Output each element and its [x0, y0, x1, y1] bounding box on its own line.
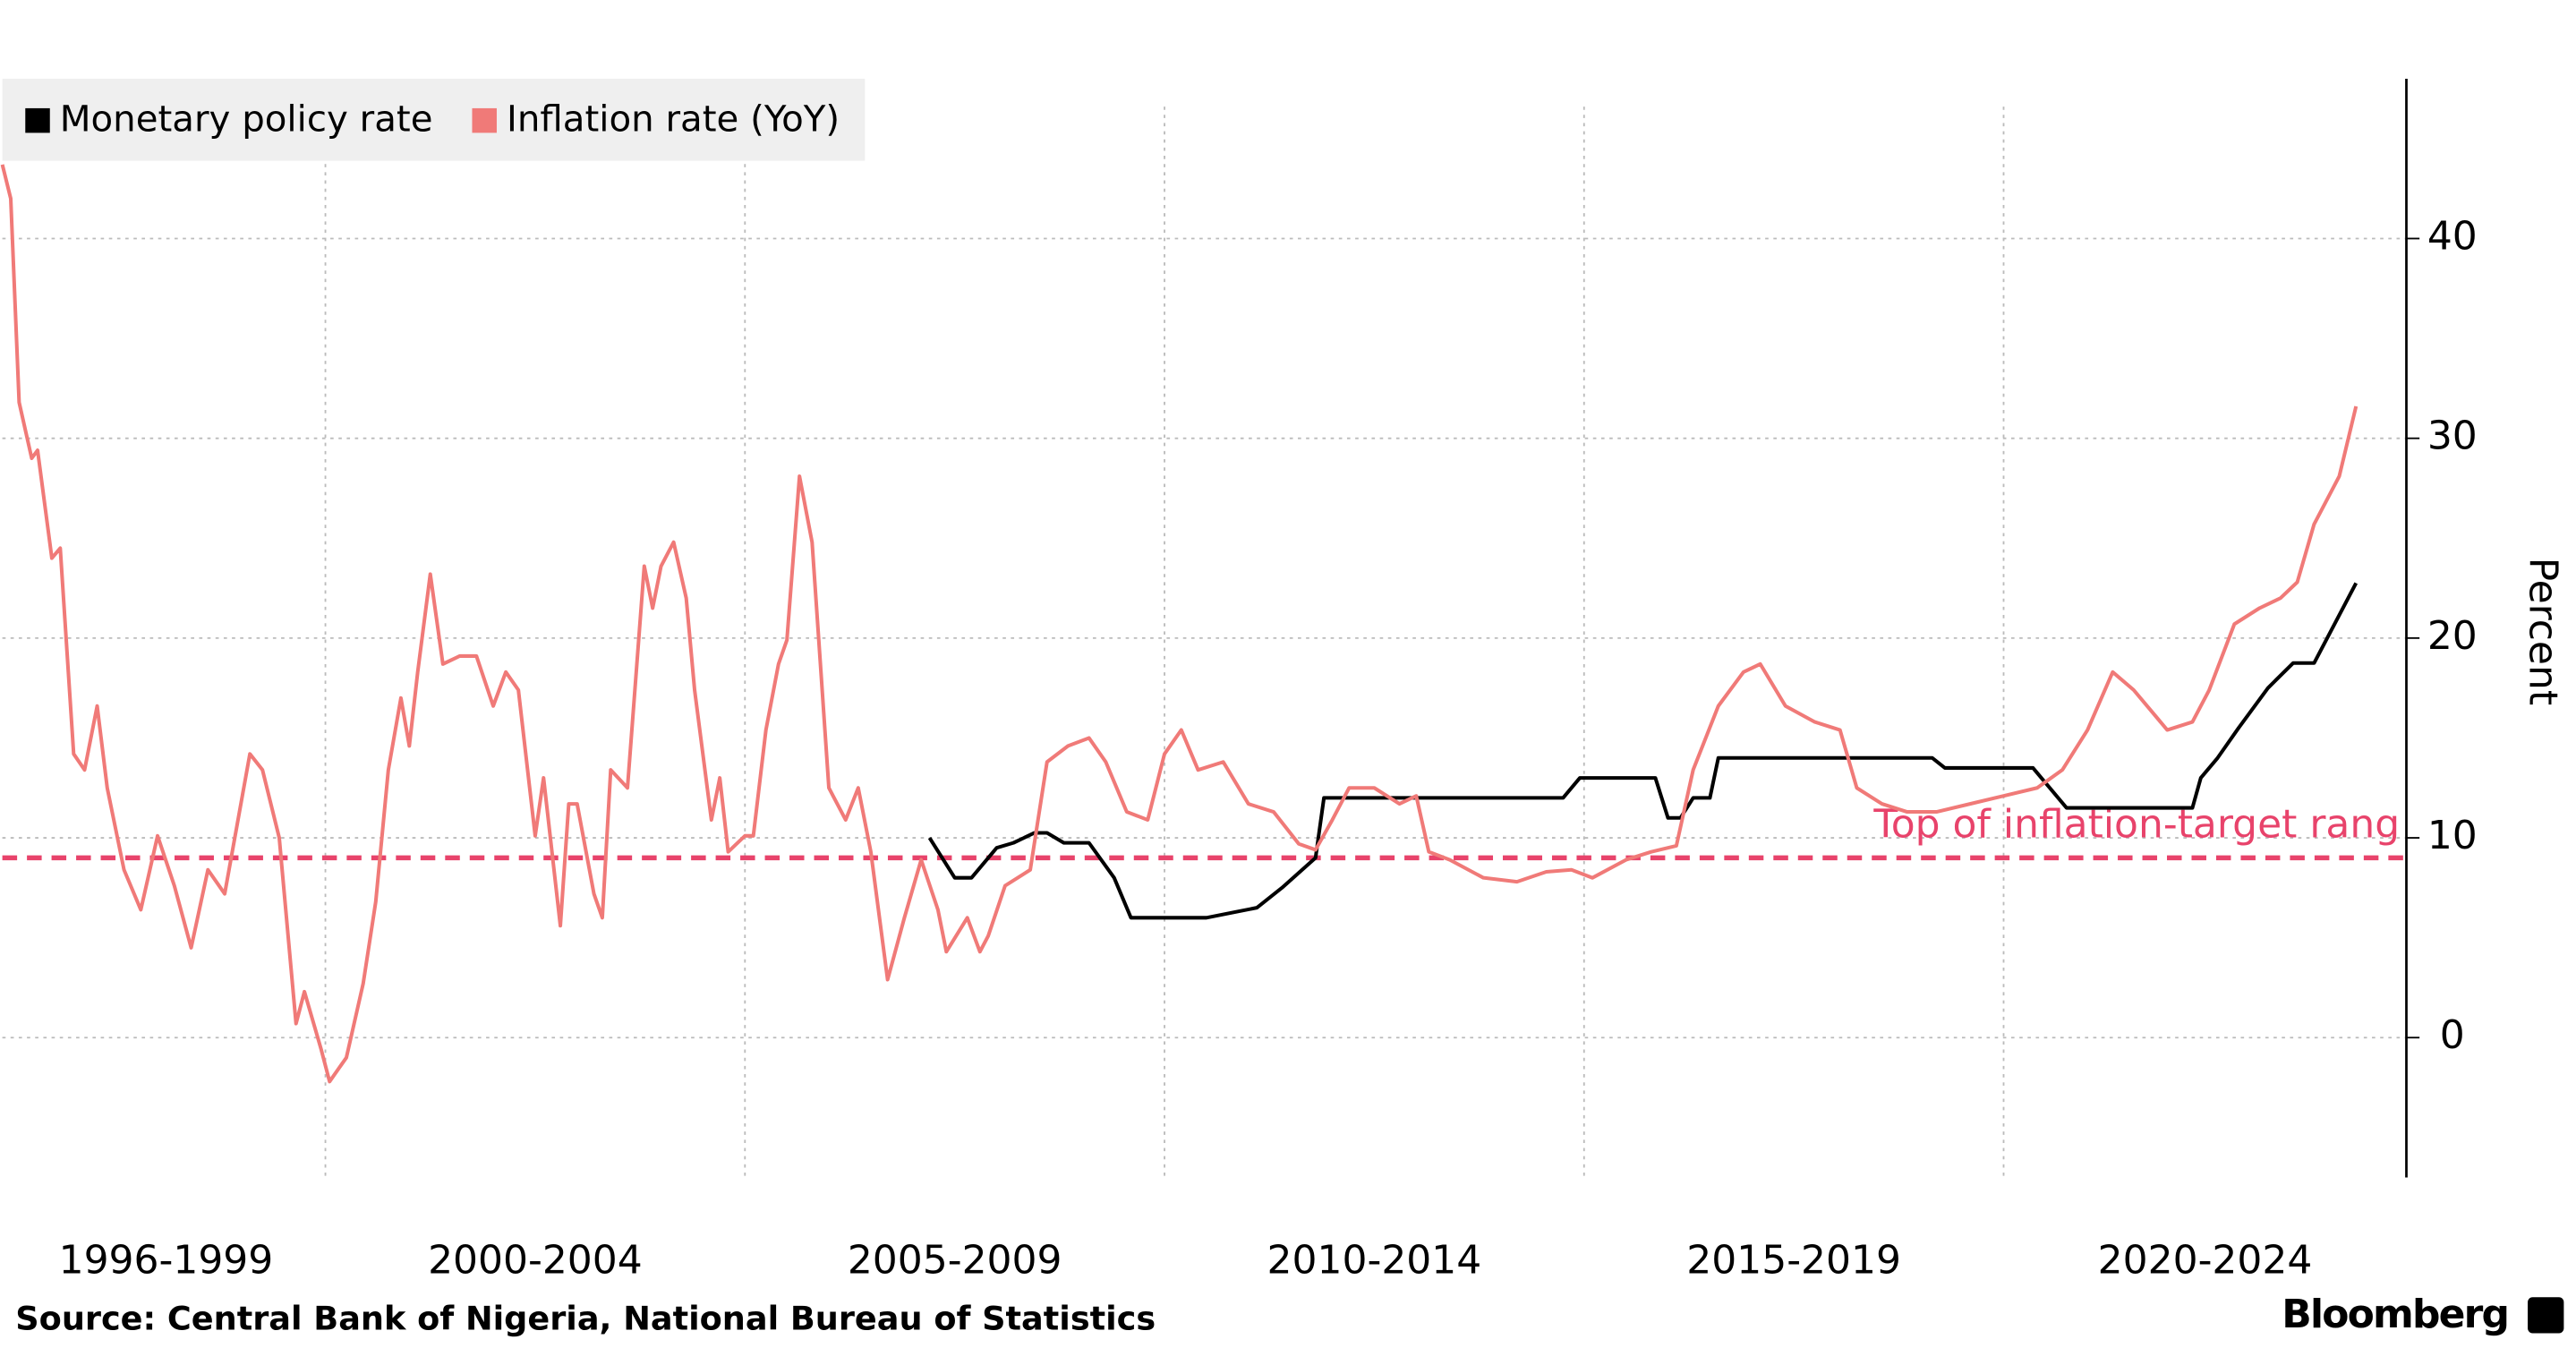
legend: Monetary policy rate Inflation rate (YoY): [25, 98, 840, 141]
x-tick-label: 1996-1999: [59, 1238, 274, 1284]
legend-swatch: [25, 107, 50, 133]
x-tick-label: 2000-2004: [428, 1238, 643, 1284]
legend-label: Monetary policy rate: [60, 98, 433, 141]
brand-icon: [2528, 1297, 2564, 1334]
series-line: [0, 164, 2358, 1084]
y-tick-label: 0: [2440, 1012, 2465, 1058]
x-tick-label: 2015-2019: [1686, 1238, 1901, 1284]
legend-box: [2, 78, 866, 161]
y-tick-label: 30: [2427, 414, 2478, 459]
y-tick-label: 10: [2427, 813, 2478, 858]
legend-swatch: [472, 107, 497, 133]
legend-label: Inflation rate (YoY): [507, 98, 840, 141]
source: Source: Central Bank of Nigeria, Nationa…: [15, 1299, 1156, 1337]
x-tick-label: 2010-2014: [1267, 1238, 1482, 1284]
grid: 0 10 20 30 40 1996-1999 2000-2004 2005-2009 2010…: [2, 107, 2478, 1284]
x-tick-label: 2020-2024: [2098, 1238, 2313, 1284]
y-tick-label: 40: [2427, 213, 2478, 259]
brand: Bloomberg: [2282, 1292, 2508, 1337]
y-tick-label: 20: [2427, 613, 2478, 659]
x-tick-label: 2005-2009: [848, 1238, 1062, 1284]
y-axis-label: Percent: [2521, 558, 2566, 705]
plot-area: Top of inflation-target rang: [0, 164, 2407, 1084]
series-line: [927, 582, 2358, 920]
